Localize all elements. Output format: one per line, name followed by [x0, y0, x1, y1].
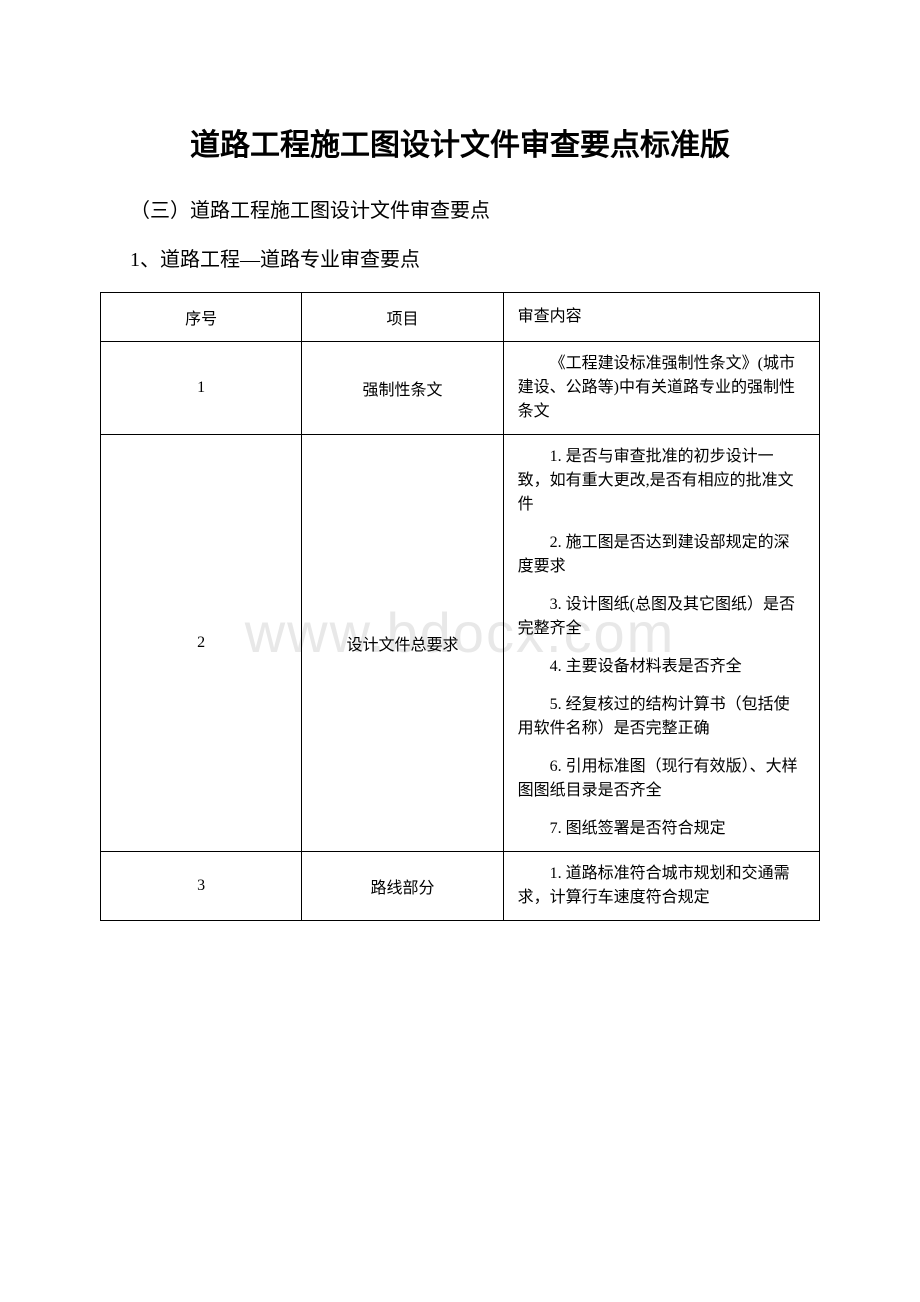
cell-content: 1. 是否与审查批准的初步设计一致，如有重大更改,是否有相应的批准文件 2. 施… [503, 435, 819, 852]
table-row: 3 路线部分 1. 道路标准符合城市规划和交通需求，计算行车速度符合规定 [101, 852, 820, 921]
review-table: 序号 项目 审查内容 1 强制性条文 《工程建设标准强制性条文》(城市建设、公路… [100, 292, 820, 921]
page-title: 道路工程施工图设计文件审查要点标准版 [100, 120, 820, 164]
content-item: 4. 主要设备材料表是否齐全 [518, 655, 805, 679]
document-content: 道路工程施工图设计文件审查要点标准版 （三）道路工程施工图设计文件审查要点 1、… [100, 120, 820, 921]
content-item: 5. 经复核过的结构计算书（包括使用软件名称）是否完整正确 [518, 693, 805, 741]
header-content: 审查内容 [503, 293, 819, 342]
subtitle: （三）道路工程施工图设计文件审查要点 [130, 194, 820, 223]
content-item: 6. 引用标准图（现行有效版）、大样图图纸目录是否齐全 [518, 755, 805, 803]
content-item: 7. 图纸签署是否符合规定 [518, 817, 805, 841]
content-item: 2. 施工图是否达到建设部规定的深度要求 [518, 531, 805, 579]
cell-content: 《工程建设标准强制性条文》(城市建设、公路等)中有关道路专业的强制性条文 [503, 342, 819, 435]
content-item: 1. 道路标准符合城市规划和交通需求，计算行车速度符合规定 [518, 862, 805, 910]
cell-seq: 3 [101, 852, 302, 921]
table-row: 1 强制性条文 《工程建设标准强制性条文》(城市建设、公路等)中有关道路专业的强… [101, 342, 820, 435]
header-item: 项目 [302, 293, 503, 342]
header-seq: 序号 [101, 293, 302, 342]
section-title: 1、道路工程—道路专业审查要点 [130, 243, 820, 272]
cell-item: 强制性条文 [302, 342, 503, 435]
table-body: 1 强制性条文 《工程建设标准强制性条文》(城市建设、公路等)中有关道路专业的强… [101, 342, 820, 921]
cell-item: 设计文件总要求 [302, 435, 503, 852]
cell-seq: 1 [101, 342, 302, 435]
cell-content: 1. 道路标准符合城市规划和交通需求，计算行车速度符合规定 [503, 852, 819, 921]
cell-item: 路线部分 [302, 852, 503, 921]
table-row: 2 设计文件总要求 1. 是否与审查批准的初步设计一致，如有重大更改,是否有相应… [101, 435, 820, 852]
content-item: 《工程建设标准强制性条文》(城市建设、公路等)中有关道路专业的强制性条文 [518, 352, 805, 424]
content-item: 3. 设计图纸(总图及其它图纸）是否完整齐全 [518, 593, 805, 641]
cell-seq: 2 [101, 435, 302, 852]
table-header-row: 序号 项目 审查内容 [101, 293, 820, 342]
content-item: 1. 是否与审查批准的初步设计一致，如有重大更改,是否有相应的批准文件 [518, 445, 805, 517]
